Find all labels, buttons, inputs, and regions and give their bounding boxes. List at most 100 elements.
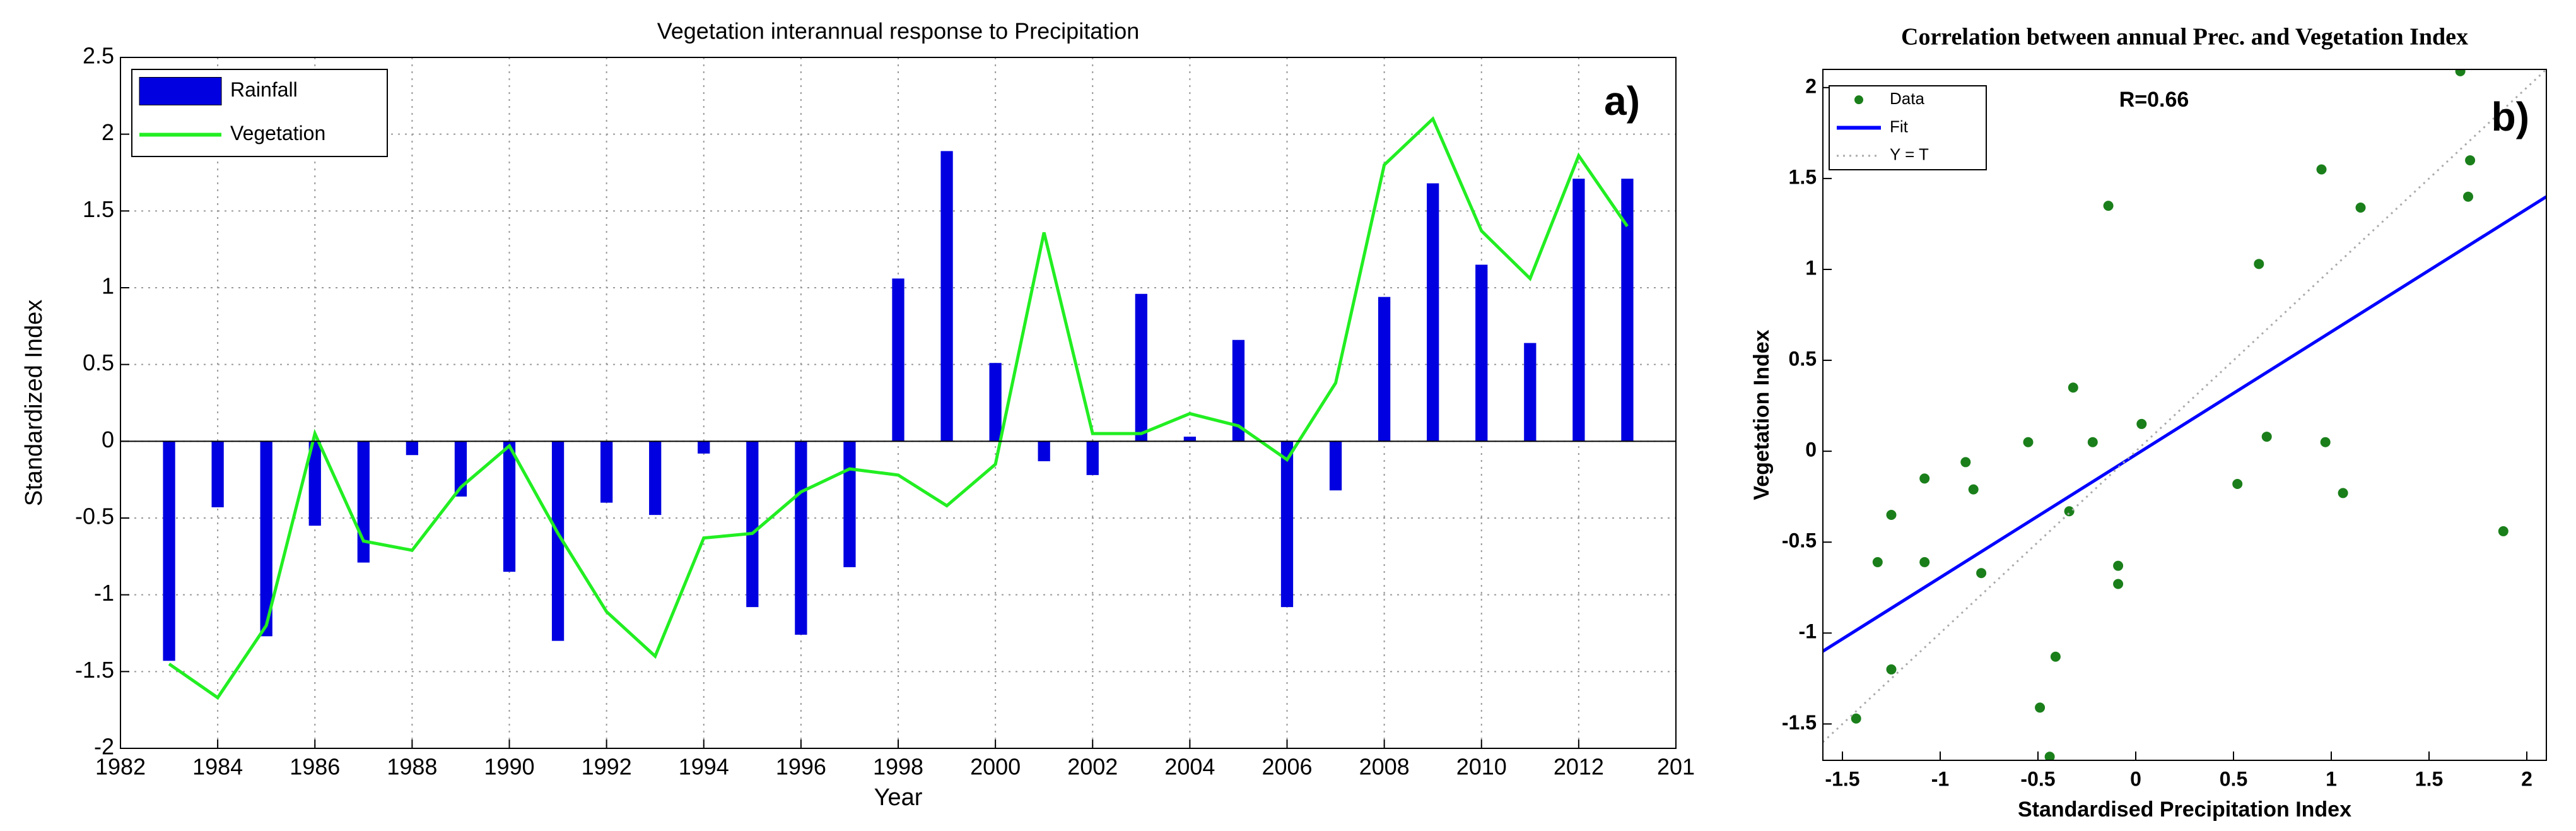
bar (1183, 437, 1197, 442)
legend-swatch (1854, 95, 1863, 105)
data-point (1919, 557, 1930, 567)
x-tick-label: -0.5 (2020, 767, 2055, 790)
y-tick-label: -1 (1799, 620, 1817, 643)
plot-marks (163, 116, 1634, 700)
bar (746, 441, 759, 608)
data-point (2254, 259, 2264, 269)
data-point (1851, 713, 1861, 724)
annotation: a) (1604, 78, 1640, 124)
data-point (2455, 69, 2466, 76)
bar (357, 441, 370, 563)
x-tick-label: 1998 (873, 754, 923, 780)
legend-label: Fit (1890, 117, 1909, 136)
y-tick-label: -0.5 (1782, 529, 1817, 552)
data-point (2320, 437, 2331, 447)
x-tick-label: 2004 (1164, 754, 1215, 780)
bar (163, 441, 175, 661)
x-tick-label: 2000 (970, 754, 1021, 780)
x-axis-label: Year (874, 784, 923, 811)
y-tick-label: -2 (94, 734, 114, 760)
data-point (2035, 702, 2046, 713)
x-tick-label: 1996 (776, 754, 826, 780)
chart-title: Correlation between annual Prec. and Veg… (1901, 24, 2468, 50)
legend-label: Vegetation (230, 122, 325, 144)
y-tick-label: 2 (1805, 74, 1817, 97)
bar (989, 363, 1002, 442)
data-point (1886, 664, 1897, 675)
y-tick-label: 2 (102, 119, 114, 145)
data-point (2465, 155, 2476, 166)
bar (1135, 293, 1147, 442)
x-tick-label: 2012 (1554, 754, 1604, 780)
bar (1572, 179, 1585, 442)
legend-label: Data (1890, 89, 1924, 108)
data-point (2044, 751, 2055, 760)
data-point (2103, 201, 2114, 211)
x-tick-label: 1988 (387, 754, 437, 780)
x-tick-label: 1994 (679, 754, 729, 780)
bar (843, 441, 856, 567)
bar (1329, 441, 1342, 491)
chart-panel: 1982 1984 1986 1988 1990 1992 1994 1996 1998 2000… (21, 18, 1695, 811)
x-axis-label: Standardised Precipitation Index (2018, 798, 2351, 822)
data-point (2023, 437, 2034, 447)
bar (551, 441, 565, 641)
x-tick-label: 1992 (582, 754, 632, 780)
bar (600, 441, 613, 503)
annotation: b) (2491, 94, 2529, 139)
x-tick-label: 2 (2521, 767, 2532, 790)
bar (406, 441, 419, 456)
x-tick-label: 1 (2326, 767, 2337, 790)
y-tick-label: 2.5 (83, 43, 114, 69)
data-point (1872, 557, 1883, 567)
y-tick-label: 1 (102, 273, 114, 299)
bar (1524, 343, 1537, 442)
chart-panel: -1.5 -1 -0.5 0 0.5 1 1.5 2 -1.5 -1 -0.5 0 0.5 1 1.5 2 Co… (1750, 24, 2547, 822)
data-point (2355, 203, 2366, 213)
x-tick-label: 1982 (95, 754, 146, 780)
y-axis-label: Standardized Index (21, 300, 47, 506)
data-point (1976, 568, 1987, 579)
data-point (2050, 651, 2061, 662)
y-tick-label: 1 (1805, 256, 1817, 279)
x-tick-label: 0 (2130, 767, 2141, 790)
bar (308, 441, 321, 526)
y-tick-label: 1.5 (1789, 165, 1817, 188)
x-tick-label: 2002 (1067, 754, 1118, 780)
data-point (2113, 560, 2124, 571)
bar (1427, 183, 1439, 442)
bar (1621, 179, 1634, 442)
legend-swatch (139, 77, 222, 105)
data-point (2498, 526, 2509, 536)
bar (1378, 297, 1391, 442)
data-point (2261, 432, 2272, 442)
data-point (2136, 418, 2147, 429)
bar (1475, 264, 1488, 442)
data-point (1919, 473, 1930, 484)
line (1823, 195, 2546, 653)
y-tick-label: 0.5 (1789, 348, 1817, 370)
annotation: R=0.66 (2119, 88, 2189, 112)
x-tick-label: -1.5 (1825, 767, 1859, 790)
y-tick-label: -1.5 (1782, 711, 1817, 734)
bar (698, 441, 710, 454)
y-tick-label: 1.5 (83, 196, 114, 222)
data-point (2113, 579, 2124, 589)
line (1823, 69, 2546, 743)
data-point (2232, 479, 2243, 489)
y-tick-label: 0 (1805, 439, 1817, 461)
x-tick-label: 2006 (1262, 754, 1312, 780)
data-point (2068, 382, 2078, 393)
bar (1232, 339, 1245, 442)
x-tick-label: 1984 (192, 754, 243, 780)
x-tick-label: 2008 (1359, 754, 1410, 780)
bar (649, 441, 662, 516)
plot-frame (120, 57, 1677, 749)
chart-title: Vegetation interannual response to Preci… (657, 18, 1140, 44)
bar (892, 278, 905, 442)
x-tick-label: -1 (1931, 767, 1949, 790)
bar (503, 441, 516, 572)
y-axis-label: Vegetation Index (1750, 329, 1774, 500)
line (168, 116, 1629, 700)
